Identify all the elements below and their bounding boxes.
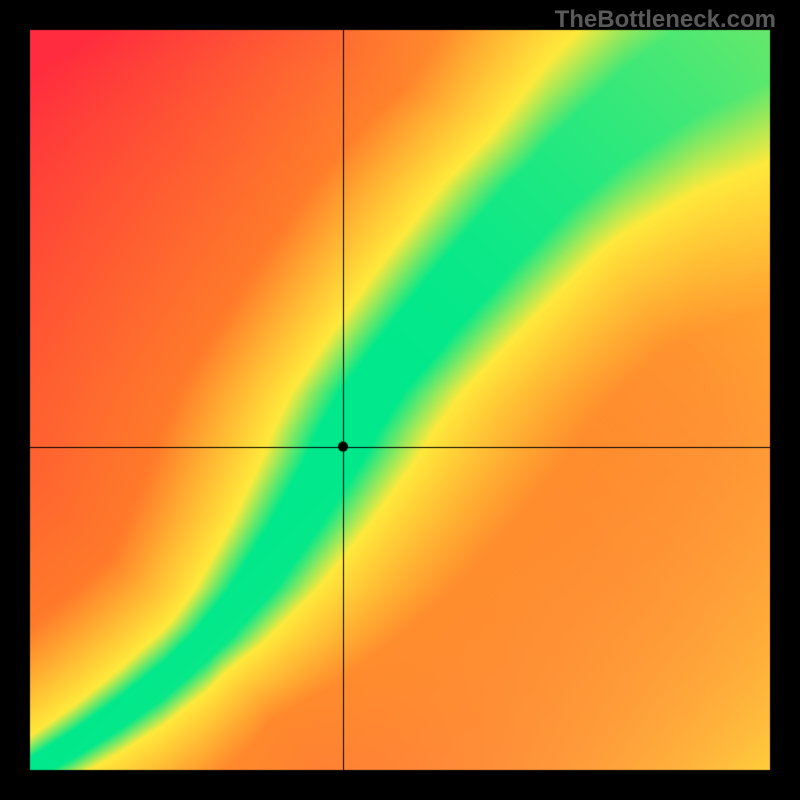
bottleneck-heatmap	[0, 0, 800, 800]
chart-container: { "watermark": { "text": "TheBottleneck.…	[0, 0, 800, 800]
watermark-text: TheBottleneck.com	[555, 6, 776, 34]
